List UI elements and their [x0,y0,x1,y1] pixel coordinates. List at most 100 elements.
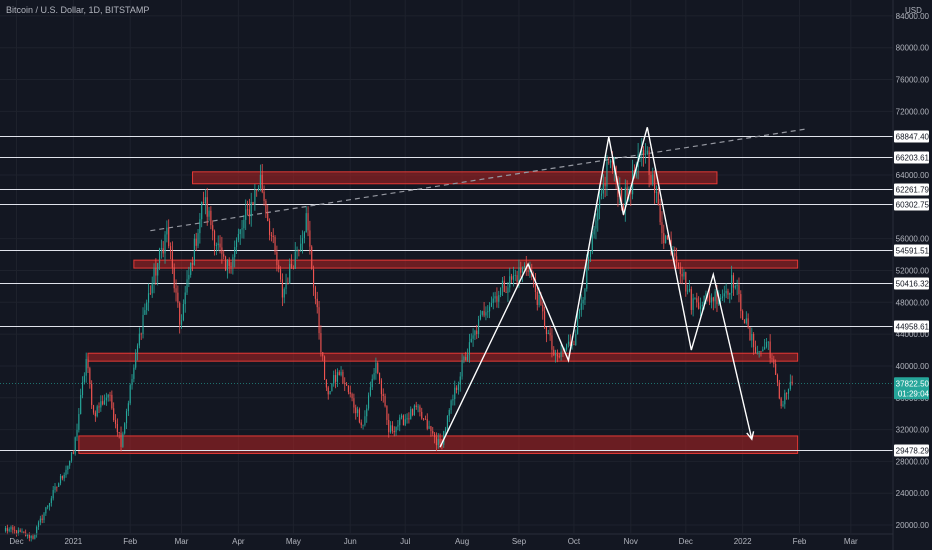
candle [63,472,65,482]
candle-body [221,247,223,255]
candle-body [597,208,599,221]
candle-body [479,314,481,320]
y-tick-label: 64000.00 [896,171,930,180]
candle-body [250,201,252,217]
level-label-bg [894,320,929,333]
candle [157,262,159,286]
candle-body [303,232,305,239]
candle-body [254,189,256,205]
candle [567,334,570,348]
candle [512,266,514,287]
candle [391,421,393,434]
candle-body [318,307,320,334]
candle-body [582,299,584,304]
candle-body [472,335,474,339]
candle-body [164,234,166,254]
candle [677,262,680,270]
candle-body [560,351,562,357]
candle-body [402,415,404,426]
candle-body [432,431,434,434]
candle-body [358,409,360,423]
candle [476,324,478,340]
candle-body [536,291,538,305]
candle-body [356,409,359,414]
candle-body [395,426,397,433]
candle-body [261,174,263,192]
price-axis[interactable]: 84000.00 80000.00 76000.00 72000.00 64000.00… [892,0,932,550]
candle [423,418,425,421]
candle-body [448,410,450,416]
candle [412,408,414,417]
candle-body [512,275,514,280]
candle-body [415,405,417,408]
candle [388,413,390,438]
candle-body [580,303,582,310]
candle-body [116,423,118,433]
candle [582,297,584,310]
candle-body [74,437,76,454]
candle [300,235,302,252]
candle [767,341,769,351]
candle [756,345,758,355]
candle-body [769,341,771,359]
candle-body [765,342,768,347]
candle [698,296,700,310]
level-label: 62261.79 [896,186,930,195]
candle-body [450,400,452,411]
level-label: 68847.40 [896,133,930,142]
candle [487,305,489,318]
candle-body [191,262,194,265]
candle [369,381,371,397]
candle [424,415,426,420]
candle [228,257,230,274]
candle-body [544,311,546,327]
candle-body [347,385,349,393]
candle-body [34,534,36,539]
candle-body [360,422,362,426]
candle-body [461,360,463,377]
candle-body [12,527,14,530]
candle [50,495,52,507]
candle [199,213,201,244]
candle-body [736,285,738,287]
candle-body [36,527,38,535]
candle-body [349,392,351,395]
candle-body [604,183,606,187]
level-label-bg [894,444,929,457]
candle [267,204,269,222]
candle-body [171,251,173,268]
time-axis[interactable]: Dec 2021 Feb Mar Apr May Jun Jul Aug Sep Oct Nov Dec… [0,533,893,546]
candle-body [556,354,559,357]
candle-body [265,200,267,214]
candle [113,402,115,422]
candle [371,374,373,391]
candle [169,242,172,260]
candle-body [659,205,661,223]
candle [498,290,500,309]
candle [87,356,89,373]
x-tick-label: Aug [455,537,469,546]
candle [81,376,84,399]
candle-body [206,197,208,217]
candle-body [593,228,595,235]
candle-body [784,393,786,405]
candle [467,348,469,362]
candle [36,525,38,538]
candle [569,334,571,347]
candle-body [353,398,355,408]
candle [456,385,458,394]
candle-body [21,531,23,533]
candle [320,325,322,357]
candle [430,425,432,437]
candle-body [764,346,766,350]
candle-body [135,352,137,368]
candle [160,239,162,259]
candle-body [771,358,773,360]
candle-body [113,408,115,421]
candle [351,392,353,402]
candle [303,231,305,244]
candle-body [545,326,548,334]
candle-body [782,404,784,406]
candle-body [47,506,49,508]
